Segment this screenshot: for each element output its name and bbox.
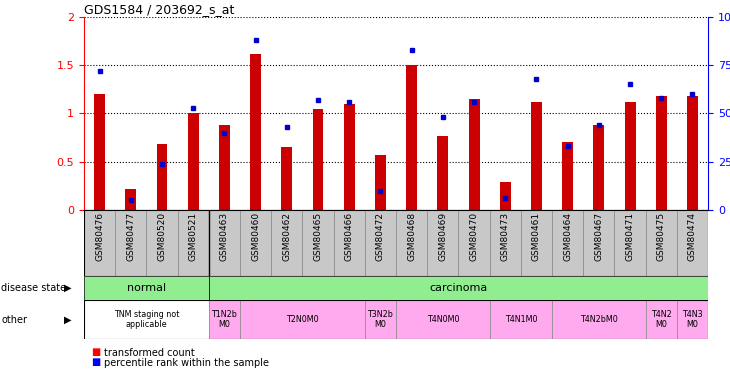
Text: GSM80469: GSM80469 (438, 212, 447, 261)
Text: GSM80476: GSM80476 (95, 212, 104, 261)
Text: GSM80465: GSM80465 (313, 212, 323, 261)
Bar (625, 102, 636, 210)
Bar (615, 210, 646, 276)
Bar (209, 300, 240, 339)
Bar (521, 210, 552, 276)
Bar (209, 210, 240, 276)
Text: GSM80464: GSM80464 (563, 212, 572, 261)
Text: other: other (1, 315, 28, 325)
Text: GSM80474: GSM80474 (688, 212, 697, 261)
Bar (490, 210, 521, 276)
Bar (84, 300, 209, 339)
Text: GSM80462: GSM80462 (283, 212, 291, 261)
Text: T4N2bM0: T4N2bM0 (580, 315, 618, 324)
Bar (677, 210, 708, 276)
Text: GDS1584 / 203692_s_at: GDS1584 / 203692_s_at (84, 3, 234, 16)
Bar (219, 125, 230, 210)
Text: TNM staging not
applicable: TNM staging not applicable (114, 310, 179, 329)
Bar (188, 113, 199, 210)
Text: ▶: ▶ (64, 283, 72, 293)
Bar (437, 136, 448, 210)
Text: GSM80521: GSM80521 (188, 212, 198, 261)
Bar (646, 300, 677, 339)
Bar (469, 99, 480, 210)
Text: T4N1M0: T4N1M0 (504, 315, 537, 324)
Bar (375, 155, 386, 210)
Bar (146, 210, 177, 276)
Text: T1N2b
M0: T1N2b M0 (212, 310, 237, 329)
Bar (312, 109, 323, 210)
Text: T2N0M0: T2N0M0 (286, 315, 319, 324)
Text: GSM80463: GSM80463 (220, 212, 229, 261)
Text: ▶: ▶ (64, 315, 72, 325)
Bar (272, 210, 302, 276)
Bar (687, 96, 698, 210)
Bar (84, 276, 209, 300)
Bar (458, 210, 490, 276)
Text: T4N0M0: T4N0M0 (426, 315, 459, 324)
Bar (656, 96, 666, 210)
Bar (552, 210, 583, 276)
Text: carcinoma: carcinoma (429, 283, 488, 293)
Bar (84, 210, 115, 276)
Text: GSM80477: GSM80477 (126, 212, 135, 261)
Bar (490, 300, 552, 339)
Text: GSM80520: GSM80520 (158, 212, 166, 261)
Text: GSM80466: GSM80466 (345, 212, 354, 261)
Bar (562, 142, 573, 210)
Bar (677, 300, 708, 339)
Bar (365, 300, 396, 339)
Text: GSM80461: GSM80461 (532, 212, 541, 261)
Bar (500, 182, 511, 210)
Bar (365, 210, 396, 276)
Text: GSM80471: GSM80471 (626, 212, 634, 261)
Text: ■: ■ (91, 347, 101, 357)
Text: percentile rank within the sample: percentile rank within the sample (104, 358, 269, 368)
Text: disease state: disease state (1, 283, 66, 293)
Text: T4N3
M0: T4N3 M0 (682, 310, 703, 329)
Bar (646, 210, 677, 276)
Bar (115, 210, 146, 276)
Text: GSM80473: GSM80473 (501, 212, 510, 261)
Text: T4N2
M0: T4N2 M0 (651, 310, 672, 329)
Bar (552, 300, 645, 339)
Text: transformed count: transformed count (104, 348, 195, 358)
Bar (344, 104, 355, 210)
Text: ■: ■ (91, 357, 101, 368)
Text: GSM80467: GSM80467 (594, 212, 604, 261)
Bar (583, 210, 615, 276)
Bar (240, 300, 365, 339)
Bar (531, 102, 542, 210)
Bar (156, 144, 167, 210)
Text: T3N2b
M0: T3N2b M0 (367, 310, 393, 329)
Text: GSM80475: GSM80475 (657, 212, 666, 261)
Text: GSM80470: GSM80470 (469, 212, 479, 261)
Bar (396, 210, 427, 276)
Bar (94, 94, 105, 210)
Bar (250, 54, 261, 210)
Bar (427, 210, 458, 276)
Text: GSM80468: GSM80468 (407, 212, 416, 261)
Bar (334, 210, 365, 276)
Bar (406, 65, 417, 210)
Bar (302, 210, 334, 276)
Text: GSM80460: GSM80460 (251, 212, 260, 261)
Bar (126, 189, 137, 210)
Bar (281, 147, 292, 210)
Bar (209, 276, 708, 300)
Bar (593, 125, 604, 210)
Text: normal: normal (127, 283, 166, 293)
Text: GSM80472: GSM80472 (376, 212, 385, 261)
Bar (177, 210, 209, 276)
Bar (396, 300, 490, 339)
Bar (240, 210, 272, 276)
